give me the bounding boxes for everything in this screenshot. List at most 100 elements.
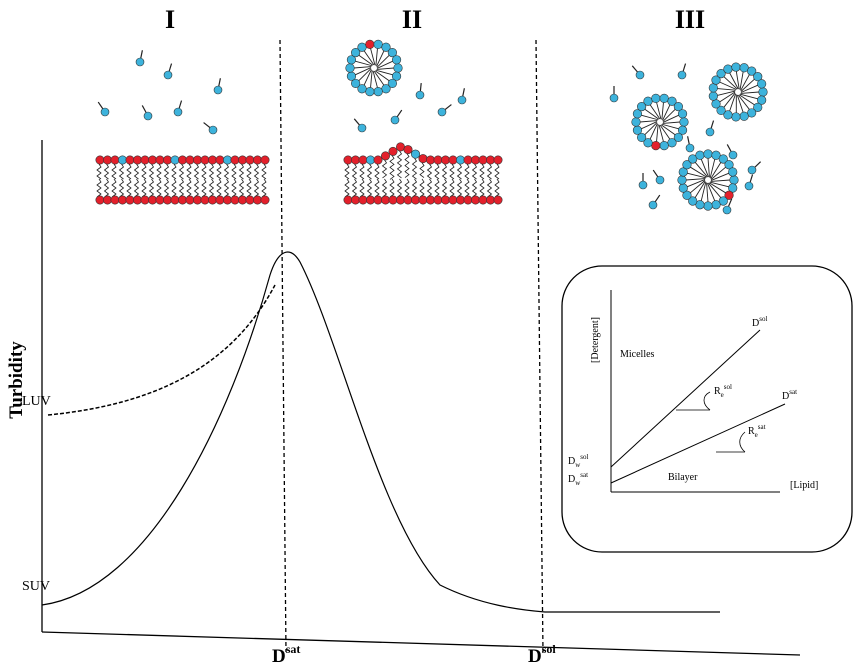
lipid-tail: [374, 163, 380, 180]
lipid-head: [688, 196, 698, 206]
lipid-tail: [419, 178, 425, 198]
lipid-head: [390, 115, 400, 125]
lipid-head: [208, 195, 218, 205]
lipid-head: [470, 195, 480, 205]
lipid-head: [728, 150, 738, 160]
detergent-tail: [710, 179, 731, 182]
lipid-head: [403, 195, 413, 205]
lipid-head: [215, 155, 225, 165]
base: D: [272, 646, 286, 667]
lipid-tail: [171, 163, 177, 180]
detergent-tail: [641, 114, 659, 121]
detergent-tail: [355, 60, 373, 67]
lipid-head: [135, 57, 145, 67]
lipid-tail: [441, 163, 448, 180]
lipid-head: [345, 63, 355, 73]
detergent-tail: [740, 74, 750, 91]
lipid-tail: [411, 157, 418, 180]
lipid-head: [718, 196, 728, 206]
detergent-tail: [686, 179, 706, 188]
base: R: [748, 426, 755, 437]
detergent-tail: [376, 60, 393, 69]
lipid-tail: [148, 163, 155, 180]
lipid-head: [260, 155, 270, 165]
lipid-tail: [344, 163, 350, 180]
lipid-head: [677, 125, 688, 135]
lipid-head: [410, 195, 420, 205]
lipid-tail: [201, 178, 207, 198]
detergent-tail: [700, 158, 709, 178]
lipid-tail: [374, 178, 380, 198]
detergent-tail: [739, 93, 758, 100]
lipid-head: [739, 111, 749, 121]
lipid-head: [387, 47, 397, 58]
detergent-tail: [662, 104, 671, 121]
lipid-tail: [96, 163, 102, 180]
lipid-tail: [253, 163, 260, 180]
sup: sol: [542, 642, 557, 656]
lipid-head: [343, 195, 353, 205]
lipid-head: [391, 71, 402, 81]
lipid-head: [358, 155, 368, 165]
lipid-head: [678, 167, 688, 177]
lipid-head: [230, 155, 240, 165]
lipid-head: [485, 155, 495, 165]
lipid-head: [245, 195, 255, 205]
lipid-tail: [126, 163, 132, 180]
lipid-tail: [479, 163, 485, 180]
lipid-tail: [156, 163, 162, 180]
lipid-head: [365, 195, 375, 205]
lipid-head: [223, 195, 233, 205]
lipid-tail: [404, 178, 410, 198]
lipid-tail: [223, 163, 230, 180]
lipid-head: [200, 195, 210, 205]
lipid-head: [723, 110, 733, 120]
detergent-tail: [689, 180, 706, 194]
lipid-head: [632, 125, 643, 135]
detergent-tail: [694, 181, 706, 199]
lipid-head: [230, 195, 240, 205]
lipid-tail: [366, 178, 373, 198]
lipid-head: [677, 109, 688, 119]
lipid-head: [659, 93, 669, 103]
lipid-head: [643, 96, 653, 106]
lipid-tail: [494, 163, 500, 180]
detergent-tail: [376, 50, 385, 67]
lipid-head: [673, 101, 683, 112]
lipid-head: [350, 195, 360, 205]
lipid-tail: [261, 163, 267, 180]
lipid-head: [703, 149, 713, 159]
detergent-tail: [375, 69, 393, 76]
sup: sol: [759, 315, 767, 323]
lipid-head: [463, 155, 473, 165]
lipid-head: [753, 72, 763, 82]
lipid-head: [739, 63, 749, 73]
lipid-tail: [126, 178, 132, 198]
lipid-tail: [419, 162, 425, 178]
lipid-tail: [141, 163, 147, 180]
lipid-head: [716, 105, 726, 115]
lipid-head: [637, 101, 647, 112]
lipid-tail: [366, 163, 373, 180]
lipid-head: [478, 155, 488, 165]
lipid-tail: [163, 163, 170, 180]
lipid-head: [178, 155, 188, 165]
detergent-tail: [374, 70, 390, 82]
lipid-head: [747, 66, 757, 76]
lipid-tail: [351, 163, 358, 180]
lipid-head: [433, 195, 443, 205]
lipid-head: [493, 195, 503, 205]
lipid-head: [140, 155, 150, 165]
lipid-head: [677, 175, 687, 185]
lipid-tail: [223, 178, 230, 198]
slope-label: Resat: [748, 423, 766, 439]
lipid-tail: [434, 178, 440, 198]
lipid-tail: [246, 178, 252, 198]
base: D: [752, 318, 759, 329]
detergent-tail: [723, 92, 736, 108]
lipid-head: [393, 63, 403, 73]
lipid-head: [695, 200, 705, 210]
detergent-tail: [370, 48, 376, 66]
sub: e: [755, 431, 758, 439]
